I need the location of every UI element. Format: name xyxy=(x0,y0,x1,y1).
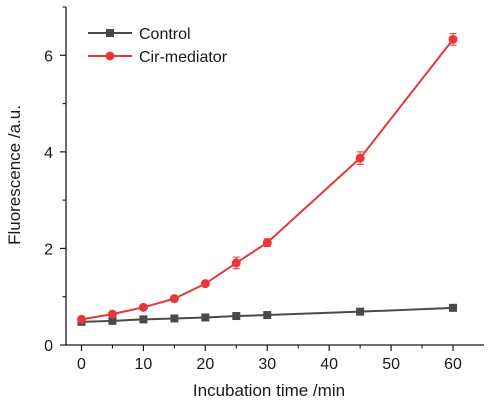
data-point-control xyxy=(139,315,148,324)
data-point-control xyxy=(449,303,458,312)
series-control xyxy=(77,303,458,326)
data-point-cir-mediator xyxy=(107,309,117,319)
data-point-cir-mediator xyxy=(76,314,86,324)
data-point-cir-mediator xyxy=(231,258,241,268)
legend-control-marker xyxy=(106,29,114,37)
y-tick-label: 4 xyxy=(44,145,53,162)
data-point-control xyxy=(356,307,365,316)
legend-cir-mediator-label: Cir-mediator xyxy=(139,49,228,66)
data-point-cir-mediator xyxy=(448,34,458,44)
y-tick-label: 0 xyxy=(44,338,53,355)
x-tick-label: 10 xyxy=(135,356,153,373)
data-point-cir-mediator xyxy=(355,153,365,163)
data-point-cir-mediator xyxy=(169,294,179,304)
series-line-cir-mediator xyxy=(81,38,454,321)
y-axis-title: Fluorescence /a.u. xyxy=(5,105,24,245)
x-tick-label: 40 xyxy=(320,356,338,373)
data-point-control xyxy=(201,313,210,322)
y-tick-label: 2 xyxy=(44,241,53,258)
x-tick-label: 0 xyxy=(77,356,86,373)
axes: 0 10 20 30 40 50 60 0 2 4 6 xyxy=(44,6,484,373)
data-point-control xyxy=(108,316,117,325)
legend: Control Cir-mediator xyxy=(88,26,228,66)
x-tick-label: 50 xyxy=(382,356,400,373)
data-point-cir-mediator xyxy=(138,302,148,312)
data-point-cir-mediator xyxy=(200,279,210,289)
series-cir-mediator xyxy=(76,33,458,324)
x-axis-title: Incubation time /min xyxy=(193,381,345,400)
y-tick-label: 6 xyxy=(44,48,53,65)
data-point-control xyxy=(232,312,241,321)
data-point-cir-mediator xyxy=(262,238,272,248)
data-point-control xyxy=(263,311,272,320)
legend-control-label: Control xyxy=(139,26,191,43)
legend-cir-mediator-marker xyxy=(105,51,115,61)
data-point-control xyxy=(170,314,179,323)
x-tick-label: 30 xyxy=(258,356,276,373)
x-tick-label: 60 xyxy=(444,356,462,373)
x-tick-label: 20 xyxy=(196,356,214,373)
